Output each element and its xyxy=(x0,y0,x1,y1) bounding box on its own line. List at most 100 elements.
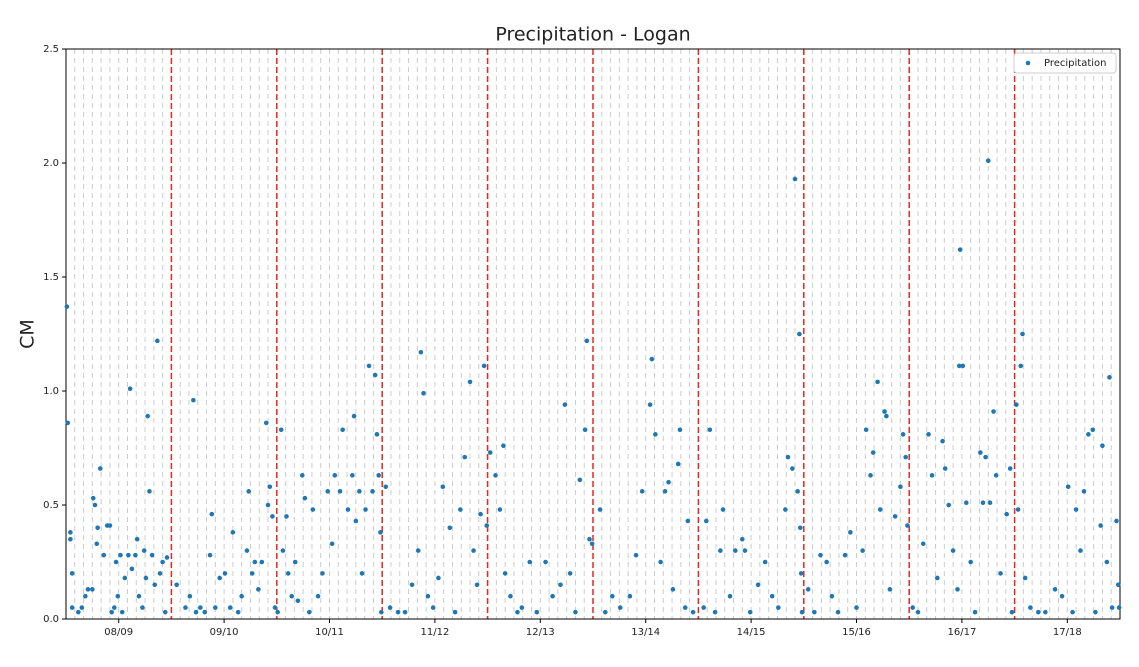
point xyxy=(1109,605,1115,610)
point xyxy=(75,609,81,615)
point xyxy=(217,575,223,581)
point xyxy=(769,593,775,599)
point xyxy=(187,593,193,599)
point xyxy=(956,363,962,369)
point xyxy=(587,536,592,542)
point xyxy=(467,379,473,385)
point xyxy=(946,502,952,508)
point xyxy=(122,575,128,581)
point xyxy=(202,609,208,615)
point xyxy=(960,363,966,369)
point xyxy=(310,507,316,512)
point xyxy=(332,473,338,478)
point xyxy=(1065,484,1071,490)
point xyxy=(884,413,889,419)
point xyxy=(515,609,520,615)
point xyxy=(824,559,829,565)
point xyxy=(905,523,910,528)
point xyxy=(792,176,798,182)
point xyxy=(968,559,973,565)
point xyxy=(265,502,271,508)
point xyxy=(558,582,563,588)
point xyxy=(662,489,668,494)
point xyxy=(776,605,781,610)
point xyxy=(145,413,150,419)
point xyxy=(363,507,368,512)
point xyxy=(207,552,213,558)
y-tick-label: 2.5 xyxy=(43,44,59,55)
point xyxy=(162,609,168,615)
point xyxy=(447,525,453,531)
point xyxy=(246,489,251,494)
point xyxy=(133,552,138,558)
point xyxy=(95,525,100,531)
point xyxy=(280,548,286,553)
x-tick-label: 15/16 xyxy=(842,627,871,638)
point xyxy=(868,473,873,478)
point xyxy=(501,443,506,449)
point xyxy=(727,593,733,599)
point xyxy=(289,593,295,599)
point xyxy=(395,609,401,615)
point xyxy=(378,530,383,535)
point xyxy=(508,593,513,599)
point xyxy=(256,587,261,592)
point xyxy=(136,593,142,599)
point xyxy=(718,548,723,553)
y-axis-label: CM xyxy=(17,319,39,349)
point xyxy=(903,454,908,460)
point xyxy=(149,552,155,558)
point xyxy=(935,575,940,581)
point xyxy=(272,605,278,610)
point xyxy=(127,386,133,392)
point xyxy=(484,523,490,528)
point xyxy=(370,489,375,494)
y-tick-label: 2.0 xyxy=(43,158,59,169)
point xyxy=(155,338,160,344)
point xyxy=(863,427,869,433)
point xyxy=(972,609,978,615)
point xyxy=(915,609,921,615)
point xyxy=(119,609,125,615)
point xyxy=(421,390,426,396)
point xyxy=(376,473,381,478)
point xyxy=(783,507,788,512)
x-tick-label: 16/17 xyxy=(947,627,976,638)
point xyxy=(633,552,639,558)
point xyxy=(97,466,103,471)
point xyxy=(83,593,88,599)
point xyxy=(647,402,653,407)
point xyxy=(785,454,791,460)
point xyxy=(649,356,655,362)
point xyxy=(658,559,663,565)
point xyxy=(987,500,993,506)
point xyxy=(1018,363,1024,369)
point xyxy=(991,409,996,414)
point xyxy=(550,593,555,599)
point xyxy=(440,484,446,490)
point xyxy=(742,548,748,553)
point xyxy=(340,427,345,433)
point xyxy=(458,507,463,512)
point xyxy=(147,489,152,494)
point xyxy=(527,559,533,565)
point xyxy=(670,587,676,592)
point xyxy=(69,571,75,576)
point xyxy=(805,587,811,592)
point xyxy=(1073,507,1079,512)
point xyxy=(402,609,408,615)
point xyxy=(430,605,436,610)
point xyxy=(249,571,255,576)
point xyxy=(270,514,275,519)
point xyxy=(1115,582,1121,588)
point xyxy=(68,530,73,535)
point xyxy=(892,514,898,519)
point xyxy=(1043,609,1048,615)
point xyxy=(425,593,431,599)
point xyxy=(383,484,389,490)
point xyxy=(275,609,280,615)
point xyxy=(870,450,876,455)
point xyxy=(712,609,718,615)
